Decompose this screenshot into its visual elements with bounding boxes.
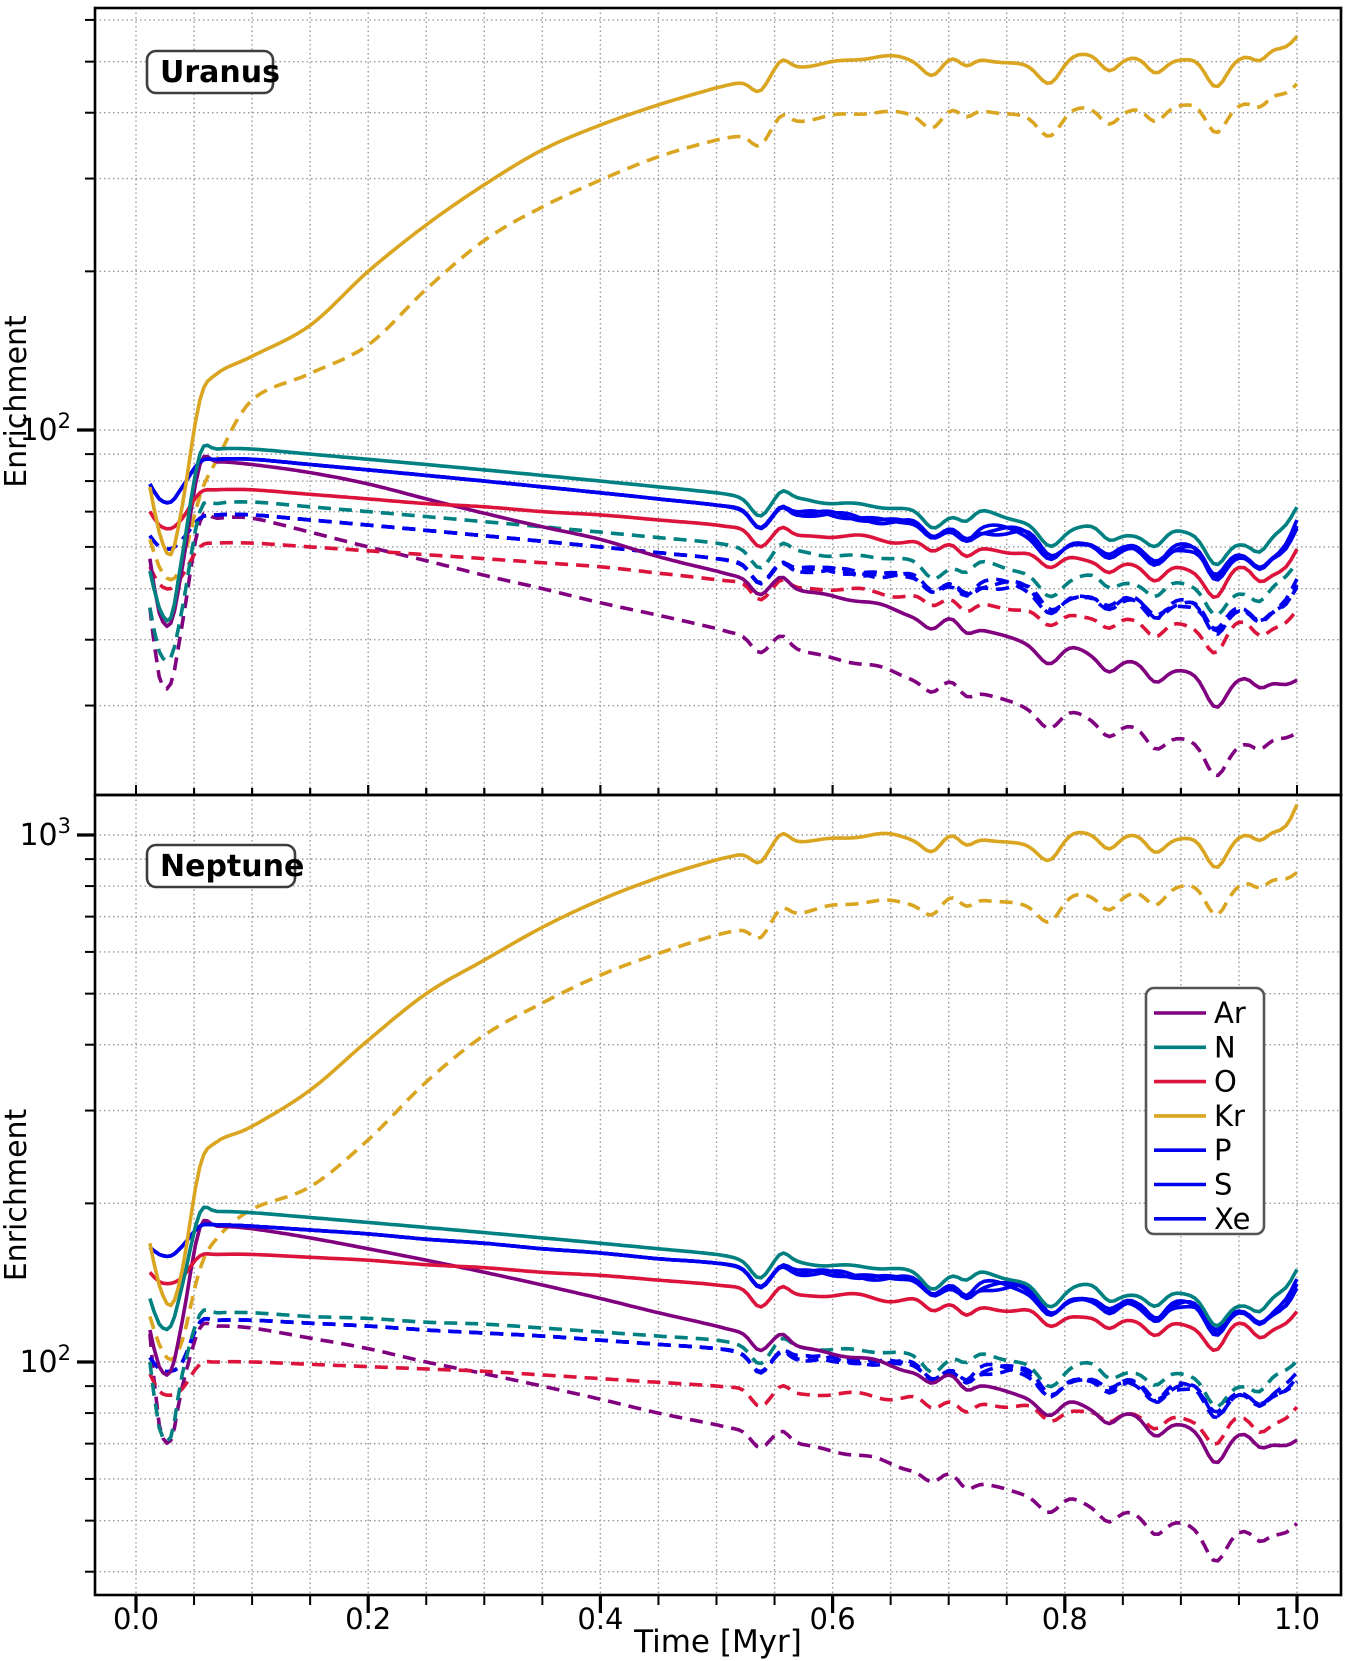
neptune-y-axis-label: Enrichment <box>0 1108 34 1281</box>
x-axis-label: Time [Myr] <box>633 1624 802 1660</box>
uranus-kr-dashed-curve <box>148 82 1299 582</box>
uranus-n-solid-curve <box>148 443 1299 623</box>
uranus-xe-dashed-curve <box>148 512 1299 636</box>
uranus-o-dashed-curve <box>148 540 1299 655</box>
neptune-o-solid-curve <box>148 1252 1299 1353</box>
neptune-label-box <box>145 843 297 889</box>
panel-frame-neptune <box>93 793 1343 1597</box>
neptune-label: Neptune <box>160 849 304 884</box>
x-tick-label-0.8: 0.8 <box>1042 1602 1088 1636</box>
neptune-xe-solid-curve <box>148 1222 1299 1337</box>
uranus-ar-dashed-curve <box>148 511 1298 778</box>
uranus-label: Uranus <box>160 55 280 90</box>
x-tick-label-0.0: 0.0 <box>113 1602 159 1636</box>
legend-label-o: O <box>1214 1065 1237 1099</box>
neptune-n-solid-curve <box>148 1205 1299 1332</box>
neptune-ar-solid-curve <box>148 1218 1298 1465</box>
uranus-label-box <box>145 49 275 95</box>
neptune-kr-solid-curve <box>148 803 1299 1308</box>
uranus-xe-solid-curve <box>148 457 1299 582</box>
neptune-curves <box>148 803 1299 1563</box>
x-tick-label-0.6: 0.6 <box>810 1602 856 1636</box>
neptune-ar-dashed-curve <box>148 1321 1299 1563</box>
legend-box <box>1144 986 1266 1236</box>
x-tick-label-1.0: 1.0 <box>1274 1602 1320 1636</box>
neptune-o-dashed-curve <box>148 1359 1299 1447</box>
uranus-kr-solid-curve <box>148 35 1299 557</box>
uranus-ar-solid-curve <box>148 454 1298 709</box>
neptune-kr-dashed-curve <box>148 871 1299 1362</box>
uranus-grid <box>77 8 1341 795</box>
legend-label-s: S <box>1214 1168 1232 1202</box>
uranus-o-solid-curve <box>148 487 1299 599</box>
legend-label-ar: Ar <box>1214 996 1246 1030</box>
uranus-n-dashed-curve <box>148 499 1299 663</box>
legend-label-n: N <box>1214 1030 1236 1064</box>
legend-label-p: P <box>1214 1133 1232 1167</box>
neptune-ytick-label-10e3: 103 <box>19 814 71 853</box>
uranus-curves <box>148 35 1299 778</box>
neptune-ytick-label-10e2: 102 <box>19 1341 71 1380</box>
legend-label-kr: Kr <box>1214 1099 1245 1133</box>
neptune-xe-dashed-curve <box>148 1316 1299 1420</box>
x-tick-label-0.4: 0.4 <box>577 1602 623 1636</box>
uranus-y-axis-label: Enrichment <box>0 315 34 488</box>
neptune-grid <box>77 785 1341 1613</box>
neptune-n-dashed-curve <box>148 1308 1299 1444</box>
x-tick-label-0.2: 0.2 <box>345 1602 391 1636</box>
uranus-ytick-label-10e2: 102 <box>19 409 71 448</box>
legend-label-xe: Xe <box>1214 1202 1250 1236</box>
